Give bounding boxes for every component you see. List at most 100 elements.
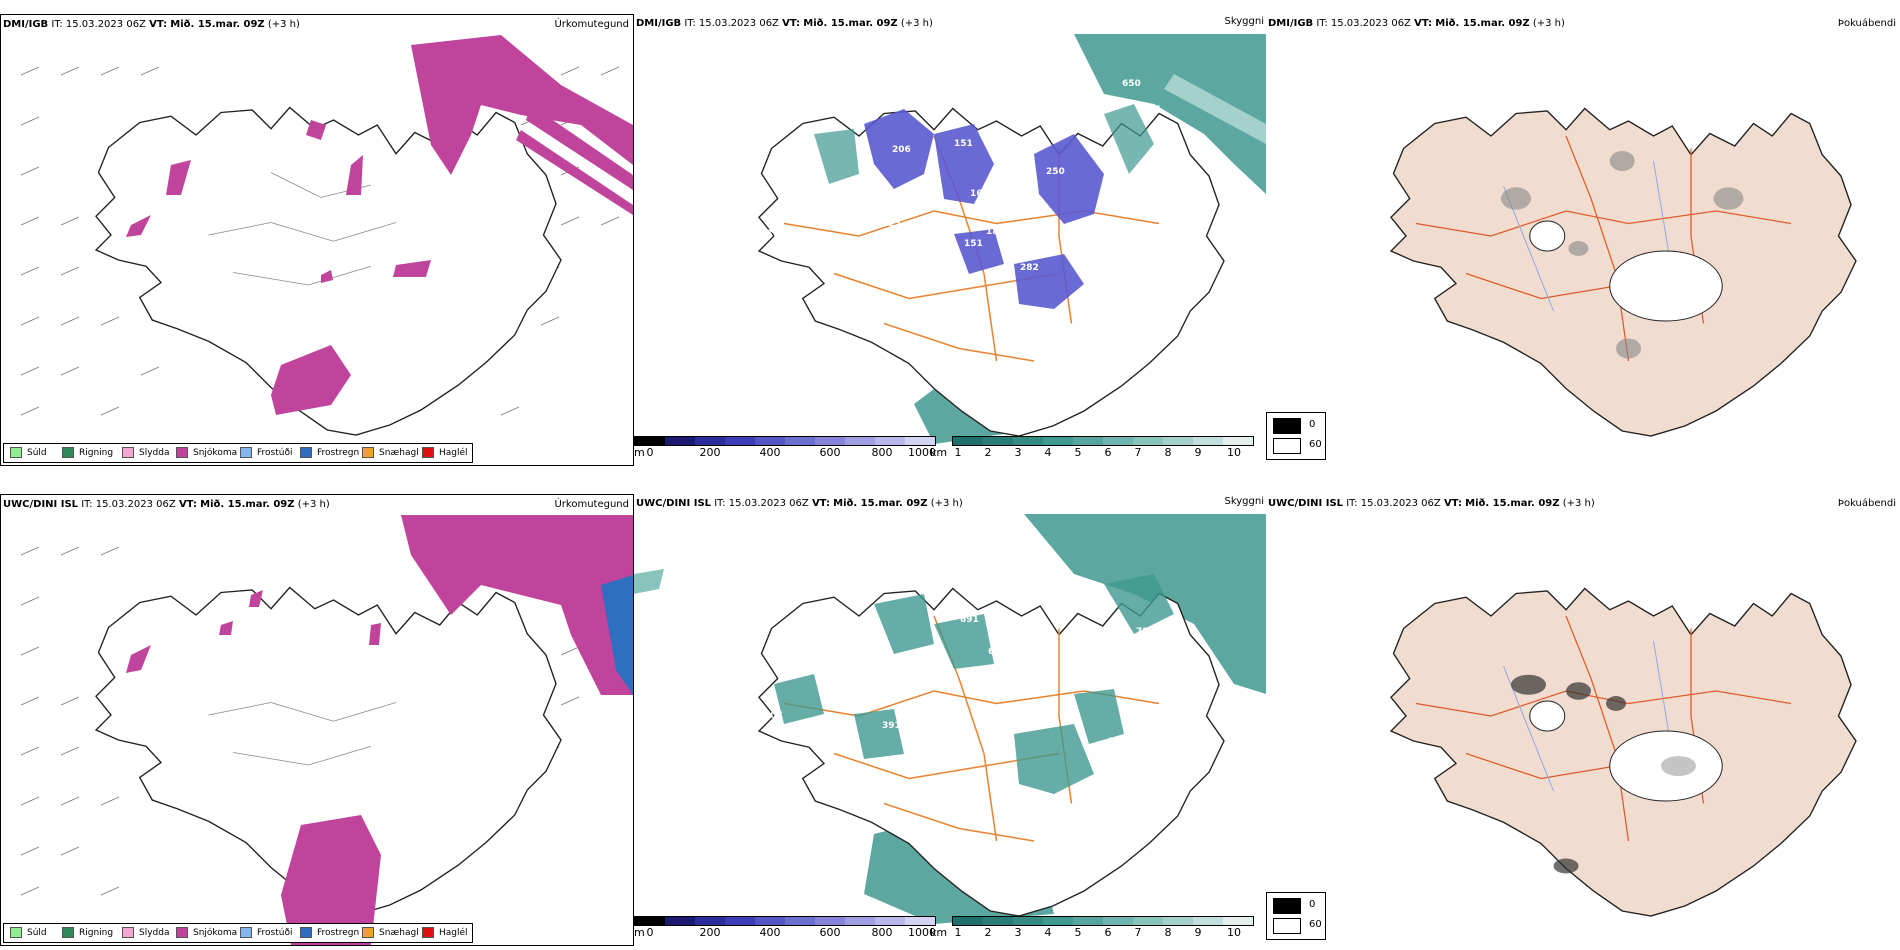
tick: 7: [1134, 926, 1142, 939]
precip-map-top: [20, 35, 633, 436]
vis-label: 125: [882, 219, 901, 229]
header-bottom-visibility: UWC/DINI ISL IT: 15.03.2023 06Z VT: Mið.…: [636, 498, 963, 509]
tick: 1000: [908, 446, 936, 459]
fog-map-top: [1390, 107, 1857, 437]
fog-legend-top: 0 60: [1266, 412, 1326, 460]
vis-label: 151: [954, 139, 973, 149]
visibility-panel-bottom: 691 688 788 241 207 391 241 239 UWC/DINI…: [634, 494, 1266, 944]
tick: 3: [1014, 446, 1022, 459]
tick: 800: [871, 926, 893, 939]
visibility-unit: km: [930, 446, 948, 459]
vis-label: 187: [986, 227, 1005, 237]
tick: 1: [954, 446, 962, 459]
tick: 5: [1074, 926, 1082, 939]
fog-map-bottom: [1390, 587, 1857, 917]
vis-label: 157: [776, 187, 795, 197]
tick: 1000: [908, 926, 936, 939]
header-top-visibility: DMI/IGB IT: 15.03.2023 06Z VT: Mið. 15.m…: [636, 18, 933, 29]
precip-legend-bottom: Súld Rigning Slydda Snjókoma Frostúði Fr…: [3, 923, 473, 943]
vis-label: 206: [892, 145, 911, 155]
vis-label: 218: [1010, 207, 1029, 217]
precip-map-bottom: [20, 515, 633, 945]
vis-label: 176: [812, 189, 831, 199]
tick: 400: [759, 926, 781, 939]
vis-label: 351: [940, 373, 959, 383]
header-bottom-precip: UWC/DINI ISL IT: 15.03.2023 06Z VT: Mið.…: [3, 499, 330, 510]
tick: 9: [1194, 446, 1202, 459]
legend-item: Frostúði: [240, 927, 292, 939]
vis-label: 788: [1136, 627, 1155, 637]
tick: 1: [954, 926, 962, 939]
fog-panel-top: DMI/IGB IT: 15.03.2023 06Z VT: Mið. 15.m…: [1266, 14, 1900, 464]
legend-item: Rigning: [62, 927, 113, 939]
tick: 2: [984, 926, 992, 939]
ceiling-unit: m: [634, 926, 645, 939]
vis-label: 396: [1074, 223, 1093, 233]
vis-label: 239: [1108, 737, 1127, 747]
legend-item: Súld: [10, 447, 47, 459]
vis-label: 123: [752, 127, 771, 137]
legend-item: Snæhagl: [362, 927, 419, 939]
tick: 6: [1104, 926, 1112, 939]
legend-item: Frostregn: [300, 927, 359, 939]
legend-item: Haglél: [422, 447, 468, 459]
ceiling-unit: m: [634, 446, 645, 459]
precip-panel-top: DMI/IGB IT: 15.03.2023 06Z VT: Mið. 15.m…: [0, 14, 634, 466]
tick: 10: [1227, 926, 1241, 939]
legend-item: Frostregn: [300, 447, 359, 459]
tick: 9: [1194, 926, 1202, 939]
visibility-colorbar-bottom: km 1 2 3 4 5 6 7 8 9 10: [930, 916, 1254, 939]
precip-panel-bottom: UWC/DINI ISL IT: 15.03.2023 06Z VT: Mið.…: [0, 494, 634, 946]
legend-item: Snæhagl: [362, 447, 419, 459]
vis-label: 137: [760, 229, 779, 239]
legend-item: Slydda: [122, 927, 169, 939]
tick: 6: [1104, 446, 1112, 459]
tick: 10: [1227, 446, 1241, 459]
precip-legend-top: Súld Rigning Slydda Snjókoma Frostúði Fr…: [3, 443, 473, 463]
visibility-unit: km: [930, 926, 948, 939]
vis-label: 241: [952, 719, 971, 729]
panel-title-precip-top: Úrkomutegund: [554, 19, 629, 30]
vis-label: 138: [1114, 265, 1133, 275]
panel-title-fog-bottom: Þokuábendi: [1837, 498, 1896, 509]
panel-title-fog-top: Þokuábendi: [1837, 18, 1896, 29]
ceiling-colorbar-bottom: m 0 200 400 600 800 1000: [634, 916, 936, 939]
vis-label: 223: [994, 169, 1013, 179]
tick: 0: [646, 926, 654, 939]
legend-item: Frostúði: [240, 447, 292, 459]
tick: 800: [871, 446, 893, 459]
tick: 400: [759, 446, 781, 459]
tick: 200: [699, 926, 721, 939]
vis-label: 691: [960, 615, 979, 625]
vis-label: 688: [988, 647, 1007, 657]
vis-label: 241: [848, 651, 867, 661]
vis-label: 207: [764, 711, 783, 721]
tick: 600: [819, 926, 841, 939]
vis-label: 282: [1020, 263, 1039, 273]
visibility-panel-top: 650 755 123 206 151 223 250 189 157 176 …: [634, 14, 1266, 464]
visibility-strip: [952, 436, 1254, 446]
visibility-colorbar-top: km 1 2 3 4 5 6 7 8 9 10: [930, 436, 1254, 459]
panel-title-visibility-bottom: Skyggni: [1224, 496, 1264, 507]
visibility-strip: [952, 916, 1254, 926]
panel-title-precip-bottom: Úrkomutegund: [554, 499, 629, 510]
vis-label: 151: [964, 239, 983, 249]
legend-item: Snjókoma: [176, 927, 237, 939]
tick: 200: [699, 446, 721, 459]
vis-label: 755: [1142, 105, 1161, 115]
legend-item: Rigning: [62, 447, 113, 459]
header-bottom-fog: UWC/DINI ISL IT: 15.03.2023 06Z VT: Mið.…: [1268, 498, 1595, 509]
visibility-map-top: 650 755 123 206 151 223 250 189 157 176 …: [752, 34, 1266, 444]
vis-label: 165: [970, 189, 989, 199]
tick: 3: [1014, 926, 1022, 939]
legend-item: Snjókoma: [176, 447, 237, 459]
tick: 4: [1044, 926, 1052, 939]
vis-label: 250: [1046, 167, 1065, 177]
legend-item: Haglél: [422, 927, 468, 939]
fog-panel-bottom: UWC/DINI ISL IT: 15.03.2023 06Z VT: Mið.…: [1266, 494, 1900, 944]
tick: 7: [1134, 446, 1142, 459]
legend-item: Slydda: [122, 447, 169, 459]
ceiling-strip: [634, 436, 936, 446]
tick: 4: [1044, 446, 1052, 459]
panel-title-visibility-top: Skyggni: [1224, 16, 1264, 27]
